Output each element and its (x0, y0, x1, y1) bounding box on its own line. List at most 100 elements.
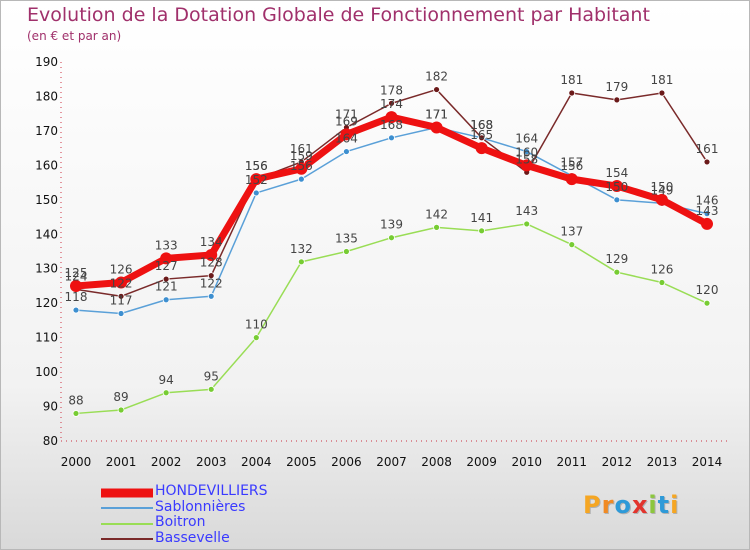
data-point (613, 96, 621, 104)
data-point (433, 223, 440, 231)
data-label: 168 (470, 118, 493, 132)
legend-label: Boitron (155, 514, 206, 530)
data-label: 132 (290, 242, 313, 256)
legend: HONDEVILLIERS Sablonnières Boitron Basse… (101, 483, 361, 548)
x-tick-label: 2009 (466, 455, 497, 469)
data-point (207, 385, 215, 393)
data-point (340, 128, 353, 141)
data-point (478, 227, 486, 235)
x-tick-label: 2011 (557, 455, 588, 469)
data-point (568, 241, 576, 249)
data-label: 156 (290, 159, 313, 173)
data-point (658, 279, 666, 286)
data-label: 161 (696, 142, 719, 156)
data-label: 137 (560, 225, 583, 239)
data-point (207, 292, 215, 300)
logo-letter: x (631, 491, 649, 519)
y-tick-label: 120 (35, 296, 58, 310)
legend-item-boitron: Boitron (101, 514, 361, 532)
y-tick-label: 110 (35, 331, 58, 345)
data-label: 178 (380, 83, 403, 97)
logo-letter: r (601, 491, 615, 519)
data-label: 95 (204, 369, 219, 383)
data-point (205, 248, 218, 261)
legend-swatch (101, 538, 153, 541)
data-point (252, 189, 260, 197)
data-label: 135 (335, 232, 358, 246)
data-point (523, 220, 531, 228)
data-point (613, 196, 621, 204)
chart-subtitle: (en € et par an) (27, 29, 122, 43)
logo-letter: i (648, 491, 658, 519)
data-label: 120 (696, 283, 719, 297)
data-label: 164 (335, 132, 358, 146)
data-point (388, 99, 395, 107)
data-label: 169 (335, 114, 358, 128)
y-tick-label: 150 (35, 193, 58, 207)
data-label: 122 (200, 276, 223, 290)
data-label: 139 (380, 218, 403, 232)
data-point (523, 148, 531, 155)
data-label: 126 (110, 263, 133, 277)
data-label: 143 (515, 204, 538, 218)
data-point (295, 162, 308, 175)
data-label: 142 (425, 207, 448, 221)
data-label: 122 (110, 276, 133, 290)
data-label: 126 (650, 263, 673, 277)
data-label: 133 (155, 238, 178, 252)
y-tick-label: 140 (35, 227, 58, 241)
data-label: 156 (245, 159, 268, 173)
logo-letter: P (583, 491, 602, 519)
data-point (475, 142, 488, 155)
x-tick-label: 2001 (106, 455, 137, 469)
x-tick-label: 2002 (151, 455, 182, 469)
data-point (703, 299, 711, 307)
data-point (207, 272, 215, 280)
data-label: 141 (470, 211, 493, 225)
x-tick-label: 2003 (196, 455, 227, 469)
data-label: 168 (380, 118, 403, 132)
line-chart: 80 90 100 110 120 130 140 150 160 170 180 190 2000 20… (35, 55, 727, 469)
data-point (250, 173, 263, 186)
data-label: 149 (650, 183, 673, 197)
data-label: 125 (65, 266, 88, 280)
data-point (162, 296, 170, 304)
data-label: 94 (159, 373, 174, 387)
y-tick-label: 180 (35, 89, 58, 103)
data-label: 171 (335, 107, 358, 121)
data-label: 159 (290, 149, 313, 163)
data-label: 164 (515, 132, 538, 146)
data-label: 171 (425, 107, 448, 121)
x-tick-label: 2000 (61, 455, 92, 469)
data-label: 160 (515, 145, 538, 159)
data-point (703, 158, 711, 166)
data-point (117, 292, 125, 300)
x-tick-label: 2012 (602, 455, 633, 469)
data-label: 117 (110, 294, 133, 308)
data-label: 182 (425, 70, 448, 84)
data-point (613, 268, 621, 276)
y-tick-label: 130 (35, 262, 58, 276)
legend-label: Sablonnières (155, 498, 246, 515)
proxiti-logo: Proxiti (583, 491, 679, 519)
legend-item-sablonnieres: Sablonnières (101, 498, 361, 517)
data-label: 161 (290, 142, 313, 156)
data-label: 152 (245, 173, 268, 187)
data-label: 181 (650, 73, 673, 87)
data-point (252, 334, 260, 342)
legend-item-bassevelle: Bassevelle (101, 530, 361, 548)
logo-letter: o (614, 491, 632, 519)
data-point (117, 310, 125, 317)
data-label: 171 (425, 107, 448, 121)
x-tick-label: 2007 (376, 455, 407, 469)
legend-swatch (101, 522, 153, 525)
data-label: 150 (605, 180, 628, 194)
data-point (115, 276, 128, 289)
data-label: 88 (68, 393, 83, 407)
legend-label: HONDEVILLIERS (155, 483, 268, 499)
data-point (70, 279, 82, 292)
x-tick-label: 2014 (692, 455, 723, 469)
data-label: 168 (470, 118, 493, 132)
data-point (568, 89, 576, 97)
